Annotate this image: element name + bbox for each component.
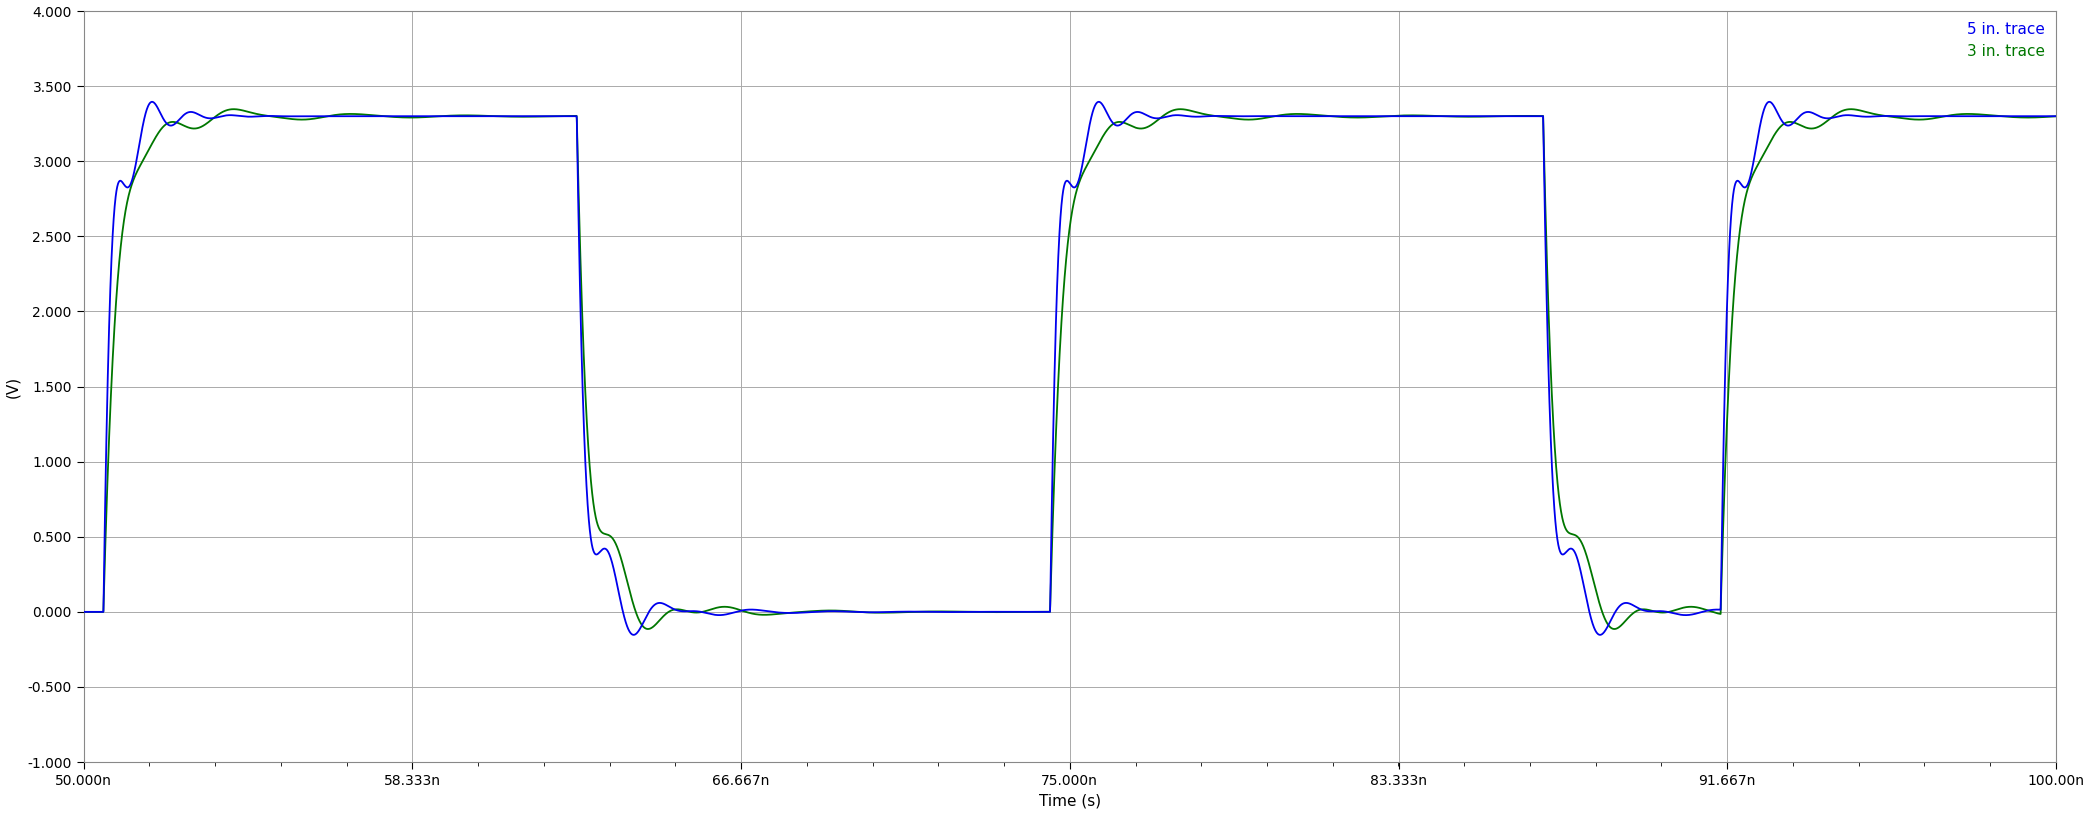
- Legend: 5 in. trace, 3 in. trace: 5 in. trace, 3 in. trace: [1960, 15, 2052, 65]
- Y-axis label: (V): (V): [6, 375, 21, 397]
- X-axis label: Time (s): Time (s): [1039, 794, 1101, 808]
